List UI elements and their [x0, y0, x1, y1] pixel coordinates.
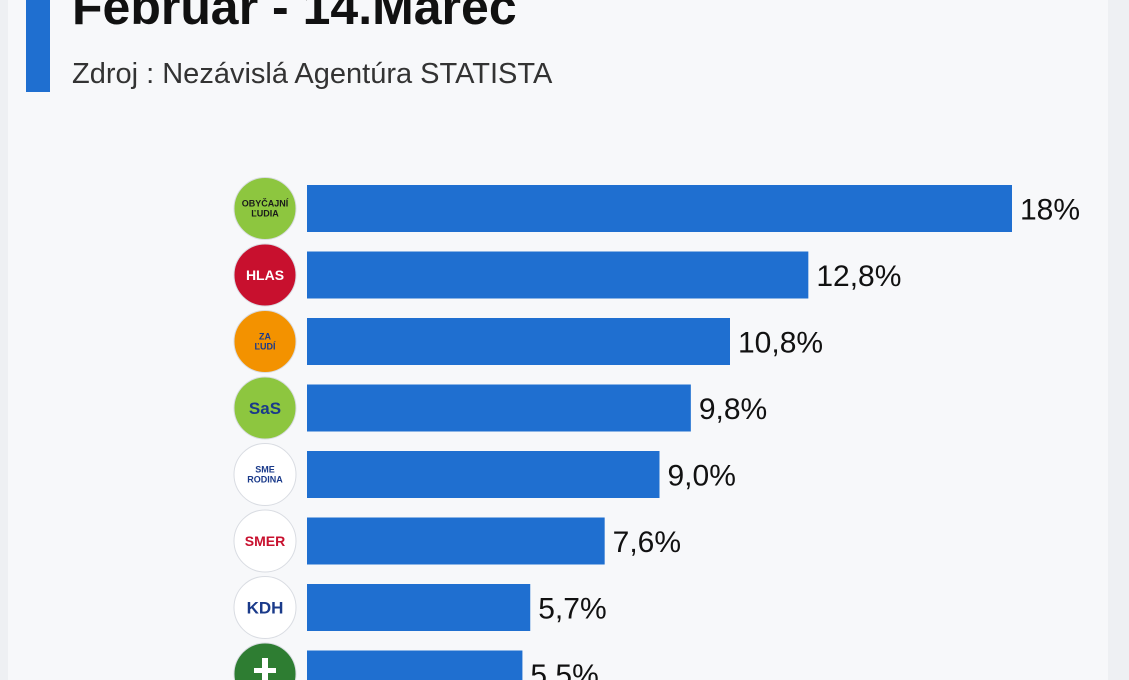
bar	[307, 318, 730, 365]
logo-label: KDH	[247, 598, 284, 617]
sme-rodina-logo: SME RODINA	[233, 443, 297, 506]
value-label: 12,8%	[816, 260, 901, 293]
chart-source: Zdroj : Nezávislá Agentúra STATISTA	[72, 58, 553, 90]
chart-title: Február - 14.Marec	[72, 0, 517, 35]
logo-circle	[233, 509, 297, 573]
value-label: 18%	[1020, 194, 1080, 227]
logo-label: SME RODINA	[247, 465, 283, 485]
cross-horizontal	[254, 668, 276, 673]
bar	[307, 451, 660, 498]
title-accent-bar	[26, 0, 50, 92]
value-label: 9,8%	[699, 393, 767, 426]
bar	[307, 185, 1012, 232]
value-label: 5,5%	[530, 659, 598, 680]
logo-circle	[233, 576, 297, 639]
bar-row: 7,6% SMER	[233, 509, 681, 573]
logo-label: SMER	[245, 533, 285, 549]
bar-row: 5,5%	[233, 642, 599, 680]
bar-row: 10,8% ZA ĽUDÍ	[233, 310, 823, 373]
obycajni-ludia-logo: OBYČAJNÍ ĽUDIA	[233, 177, 297, 240]
bar	[307, 384, 691, 432]
bar-row: 18% OBYČAJNÍ ĽUDIA	[233, 177, 1080, 240]
logo-label: OBYČAJNÍ ĽUDIA	[242, 198, 289, 219]
hlas-logo: HLAS	[233, 243, 297, 307]
logo-label: ZA ĽUDÍ	[255, 332, 276, 352]
bar-row: 9,0% SME RODINA	[233, 443, 736, 506]
smer-logo: SMER	[233, 509, 297, 573]
bar-row: 12,8% HLAS	[233, 243, 901, 307]
logo-circle	[233, 443, 297, 506]
bar	[307, 650, 523, 680]
za-ludi-logo: ZA ĽUDÍ	[233, 310, 297, 373]
logo-label: HLAS	[246, 267, 284, 283]
republika-logo	[233, 642, 297, 680]
kdh-logo: KDH	[233, 576, 297, 639]
bar	[307, 584, 531, 631]
logo-label: SaS	[249, 399, 281, 418]
value-label: 9,0%	[668, 460, 736, 493]
sas-logo: SaS	[233, 376, 297, 440]
bar-row: 9,8% SaS	[233, 376, 767, 440]
bar	[307, 517, 605, 565]
value-label: 7,6%	[613, 526, 681, 559]
logo-circle	[233, 310, 297, 373]
logo-circle	[233, 243, 297, 307]
bar-row: 5,7% KDH	[233, 576, 607, 639]
bar	[307, 251, 809, 299]
value-label: 5,7%	[538, 593, 606, 626]
value-label: 10,8%	[738, 327, 823, 360]
logo-circle	[233, 376, 297, 440]
logo-circle	[233, 177, 297, 240]
